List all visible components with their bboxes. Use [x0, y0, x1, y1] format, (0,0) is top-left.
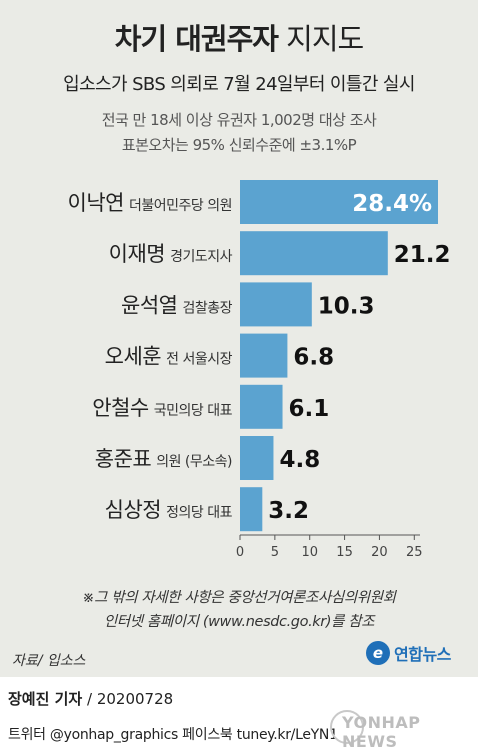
data-source: 자료/ 입소스 [12, 653, 86, 669]
candidate-name-4: 안철수 [92, 396, 149, 420]
category-label-3: 오세훈 전 서울시장 [105, 345, 233, 369]
ticks-layer: 0 5 10 15 20 25 [236, 535, 423, 560]
candidate-desc-2: 검찰총장 [182, 300, 232, 316]
yonhap-logo-text: 연합뉴스 [394, 645, 451, 664]
x-tick-label-4: 20 [371, 545, 388, 560]
title-light: 지지도 [286, 22, 364, 56]
x-tick-label-0: 0 [236, 545, 244, 560]
bars-layer: 이낙연 더불어민주당 의원 28.4% 이재명 경기도지사 21.2 윤석열 검찰총장 10.3… [68, 180, 451, 532]
x-tick-label-3: 15 [336, 545, 353, 560]
candidate-name-3: 오세훈 [105, 345, 162, 369]
value-label-1: 21.2 [394, 242, 451, 268]
chart-subtitle: 입소스가 SBS 의뢰로 7월 24일부터 이틀간 실시 [63, 74, 415, 95]
bar-chart: 이낙연 더불어민주당 의원 28.4% 이재명 경기도지사 21.2 윤석열 검찰총장 10.3… [68, 180, 451, 560]
candidate-name-5: 홍준표 [95, 447, 152, 471]
bar-1 [240, 231, 388, 276]
footnote-line-1: ※그 밖의 자세한 사항은 중앙선거여론조사심의위원회 [82, 590, 396, 606]
value-label-6: 3.2 [268, 498, 309, 524]
value-label-0: 28.4% [352, 191, 432, 217]
value-label-3: 6.8 [293, 345, 334, 371]
footnote-line-2: 인터넷 홈페이지 (www.nesdc.go.kr)를 참조 [103, 614, 375, 630]
category-label-4: 안철수 국민의당 대표 [92, 396, 232, 420]
candidate-desc-6: 정의당 대표 [166, 505, 232, 521]
category-label-1: 이재명 경기도지사 [109, 242, 233, 266]
byline-date: / 20200728 [87, 690, 174, 708]
bar-3 [240, 333, 288, 378]
byline: 장예진 기자 / 20200728 [8, 688, 173, 709]
value-label-4: 6.1 [289, 396, 330, 422]
candidate-desc-4: 국민의당 대표 [154, 403, 233, 419]
yonhap-logo-icon: e [366, 641, 390, 665]
category-label-5: 홍준표 의원 (무소속) [95, 447, 232, 471]
value-label-2: 10.3 [318, 293, 375, 319]
byline-author: 장예진 기자 [8, 690, 83, 708]
candidate-name-2: 윤석열 [121, 293, 177, 317]
bar-6 [240, 487, 263, 532]
candidate-name-1: 이재명 [109, 242, 165, 266]
watermark-text: YONHAP NEWS [342, 713, 421, 751]
x-tick-label-2: 10 [301, 545, 318, 560]
candidate-desc-1: 경기도지사 [170, 249, 233, 265]
candidate-name-0: 이낙연 [68, 191, 124, 215]
yonhap-logo: e 연합뉴스 [366, 641, 451, 665]
category-label-6: 심상정 정의당 대표 [105, 498, 233, 522]
category-label-0: 이낙연 더불어민주당 의원 [68, 191, 232, 215]
bar-0 [240, 180, 438, 224]
candidate-desc-5: 의원 (무소속) [156, 454, 232, 470]
title-bold: 차기 대권주자 [114, 22, 279, 56]
infographic-card: 차기 대권주자 지지도 입소스가 SBS 의뢰로 7월 24일부터 이틀간 실시… [0, 0, 478, 677]
survey-note-sample: 전국 만 18세 이상 유권자 1,002명 대상 조사 [101, 111, 377, 129]
candidate-name-6: 심상정 [105, 498, 161, 522]
chart-title: 차기 대권주자 지지도 [0, 16, 478, 58]
x-tick-label-1: 5 [271, 545, 279, 560]
value-label-5: 4.8 [279, 447, 320, 473]
survey-note-margin: 표본오차는 95% 신뢰수준에 ±3.1%P [121, 136, 357, 154]
category-label-2: 윤석열 검찰총장 [121, 293, 233, 317]
candidate-desc-3: 전 서울시장 [166, 352, 232, 368]
social-links: 트위터 @yonhap_graphics 페이스북 tuney.kr/LeYN1 [8, 727, 338, 743]
bar-5 [240, 436, 274, 480]
bar-4 [240, 384, 283, 429]
x-tick-label-5: 25 [406, 545, 423, 560]
watermark-icon [330, 710, 364, 744]
candidate-desc-0: 더불어민주당 의원 [129, 198, 232, 214]
bar-2 [240, 282, 312, 327]
